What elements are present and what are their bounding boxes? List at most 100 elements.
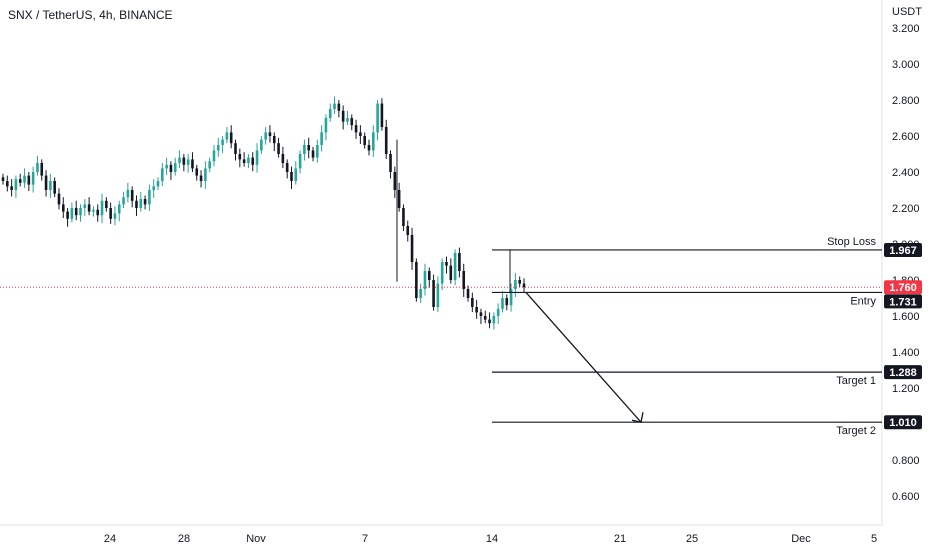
candle [496,303,500,324]
candle [415,258,418,302]
candle-body [247,157,250,163]
candle [1,173,5,185]
candle-body [208,161,211,169]
candle-body [363,136,366,145]
y-tick-label: 2.200 [892,203,920,215]
candle-body [6,181,9,187]
candle [126,182,130,203]
y-tick-label: 1.400 [892,347,920,359]
candle [346,110,349,126]
candle [449,258,453,284]
candle [406,220,410,242]
candle [251,152,255,172]
candle [475,299,478,319]
candle [410,227,414,270]
candle [130,186,134,208]
candle [92,206,95,217]
x-tick-label: 28 [178,533,190,545]
candle-body [311,150,315,158]
candle [492,312,496,330]
candle-body [423,271,427,289]
candle [14,175,18,198]
candle [311,146,315,162]
candle [53,177,56,198]
candle-body [165,164,168,169]
candle-body [36,163,39,172]
candle-body [212,150,216,162]
candle [384,119,388,160]
candle-body [31,172,35,185]
candle-body [113,213,117,219]
candle [333,96,336,115]
candle [199,170,203,188]
candle-body [216,145,220,151]
candle [44,170,48,197]
candle-body [199,175,203,181]
trade-levels: Stop Loss Entry Target 1 Target 2 [0,236,882,437]
candle-body [341,110,345,122]
candle-body [466,289,470,298]
candle-body [505,298,509,306]
last-price-tag [884,280,922,295]
candle [66,208,69,227]
candle-body [346,118,349,122]
candle [87,197,91,216]
candle [479,308,483,324]
candle-body [492,316,496,324]
candle [423,263,427,296]
candle [234,139,237,161]
candle-body [100,200,104,216]
candle-body [79,208,82,216]
candle-body [384,127,388,154]
y-tick-label: 2.800 [892,95,920,107]
candle [96,204,100,222]
candle-body [229,132,233,144]
candle-body [449,265,453,280]
candle [522,278,526,293]
y-tick-label: 1.600 [892,311,920,323]
candle-body [303,145,306,154]
candle [483,310,487,324]
candle [298,150,302,174]
candle-body [10,186,13,190]
x-tick-label: 14 [486,533,498,545]
candle [139,191,143,212]
candle [509,283,513,312]
candle [488,312,491,329]
candle-body [453,253,457,280]
candle [389,150,392,179]
candle-body [359,132,362,136]
candle-body [1,177,5,181]
candle [419,283,422,304]
candle-body [509,289,513,306]
candle-body [479,312,483,316]
candle [242,152,246,167]
candle [152,179,156,198]
candle [100,193,104,224]
candle-body [204,168,207,181]
candle [518,276,521,288]
candle-body [23,175,26,183]
candle-body [354,125,358,133]
candle [303,139,306,161]
candle [294,161,298,185]
candle-body [272,136,276,144]
candle [109,202,112,224]
chart-title: SNX / TetherUS, 4h, BINANCE [8,8,173,22]
candle-body [139,199,143,208]
currency-label: USDT [892,6,922,18]
candle-body [522,283,526,288]
candle-body [458,253,461,271]
candle-body [298,154,302,169]
x-tick-label: 7 [362,533,368,545]
price-tag-text: 1.731 [889,296,917,308]
candle-body [152,186,156,190]
candle [328,103,332,122]
candle-body [393,172,397,190]
candle-body [87,204,91,212]
candle [148,184,151,211]
candle [143,195,147,210]
candle-body [182,157,186,165]
candle [238,148,242,168]
